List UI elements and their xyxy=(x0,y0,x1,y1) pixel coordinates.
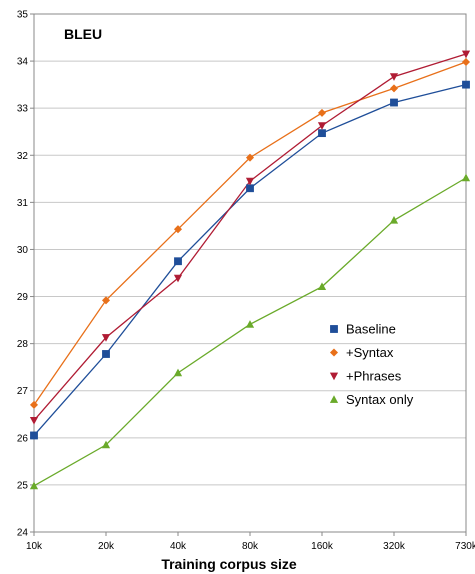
x-tick-label: 40k xyxy=(170,541,187,552)
legend-marker-baseline xyxy=(330,325,338,333)
data-point-syntax xyxy=(29,400,39,409)
data-point-syntax-only xyxy=(245,320,255,328)
series-markers xyxy=(29,50,471,490)
data-point-syntax xyxy=(173,225,183,234)
x-tick-label: 320k xyxy=(383,541,406,552)
legend-label-baseline: Baseline xyxy=(346,322,396,337)
y-gridlines xyxy=(30,13,466,533)
y-tick-label: 25 xyxy=(17,480,29,491)
data-point-phrases xyxy=(245,177,255,186)
x-tick-label: 730k xyxy=(455,541,475,552)
x-axis-label: Training corpus size xyxy=(161,556,297,572)
y-tick-label: 27 xyxy=(17,386,29,397)
series-line-phrases xyxy=(33,53,467,421)
x-tick-label: 80k xyxy=(242,541,259,552)
y-tick-label: 29 xyxy=(17,292,29,303)
legend-item-syntax: +Syntax xyxy=(329,345,394,360)
data-point-syntax-only xyxy=(389,216,399,224)
legend-marker-phrases xyxy=(329,372,339,381)
y-tick-label: 30 xyxy=(17,245,29,256)
data-point-baseline xyxy=(246,184,254,193)
data-point-syntax xyxy=(389,84,399,93)
legend-item-baseline: Baseline xyxy=(330,322,396,337)
x-tick-label: 20k xyxy=(98,541,115,552)
y-tick-label: 31 xyxy=(17,198,29,209)
data-point-syntax-only xyxy=(461,173,471,182)
y-tick-label: 26 xyxy=(17,433,29,444)
y-tick-label: 32 xyxy=(17,151,29,162)
series-lines xyxy=(33,53,467,487)
data-point-baseline xyxy=(318,129,326,138)
legend-item-syntax-only: Syntax only xyxy=(329,392,414,407)
data-point-phrases xyxy=(461,50,471,59)
x-tick-label: 10k xyxy=(26,541,43,552)
data-point-phrases xyxy=(29,416,39,425)
data-point-baseline xyxy=(174,257,182,266)
legend-label-phrases: +Phrases xyxy=(346,369,402,384)
data-point-phrases xyxy=(317,122,327,130)
data-point-syntax-only xyxy=(29,481,39,490)
data-point-syntax xyxy=(317,108,327,117)
data-point-syntax-only xyxy=(101,440,111,449)
plot-area-frame xyxy=(33,13,467,533)
data-point-syntax xyxy=(245,153,255,162)
legend-label-syntax: +Syntax xyxy=(346,345,394,360)
y-tick-label: 35 xyxy=(17,10,29,21)
data-point-baseline xyxy=(102,350,110,358)
legend-label-syntax-only: Syntax only xyxy=(346,392,414,407)
legend-item-phrases: +Phrases xyxy=(329,369,402,384)
plot-label-bleu: BLEU xyxy=(64,26,102,42)
x-tick-labels: 10k 20k 40k 80k 160k 320k 730k xyxy=(26,532,475,552)
data-point-baseline xyxy=(390,98,398,107)
data-point-baseline xyxy=(30,431,38,440)
data-point-phrases xyxy=(389,73,399,81)
data-point-syntax-only xyxy=(173,368,183,377)
series-line-syntax xyxy=(33,61,467,406)
legend: Baseline +Syntax +Phrases Syntax only xyxy=(329,322,414,407)
y-tick-labels: 24 25 26 27 28 29 30 31 32 33 34 35 xyxy=(17,10,29,539)
x-tick-label: 160k xyxy=(311,541,334,552)
data-point-syntax xyxy=(461,58,471,67)
y-tick-label: 24 xyxy=(17,528,29,539)
data-point-syntax-only xyxy=(317,282,327,291)
legend-marker-syntax-only xyxy=(329,395,339,403)
legend-marker-syntax xyxy=(329,348,339,357)
y-tick-label: 33 xyxy=(17,104,29,115)
data-point-syntax xyxy=(101,296,111,305)
series-line-syntax-only xyxy=(33,177,467,487)
y-tick-label: 34 xyxy=(17,57,29,68)
data-point-baseline xyxy=(462,80,470,89)
data-point-phrases xyxy=(101,334,111,342)
data-point-phrases xyxy=(173,274,183,283)
y-tick-label: 28 xyxy=(17,339,29,350)
